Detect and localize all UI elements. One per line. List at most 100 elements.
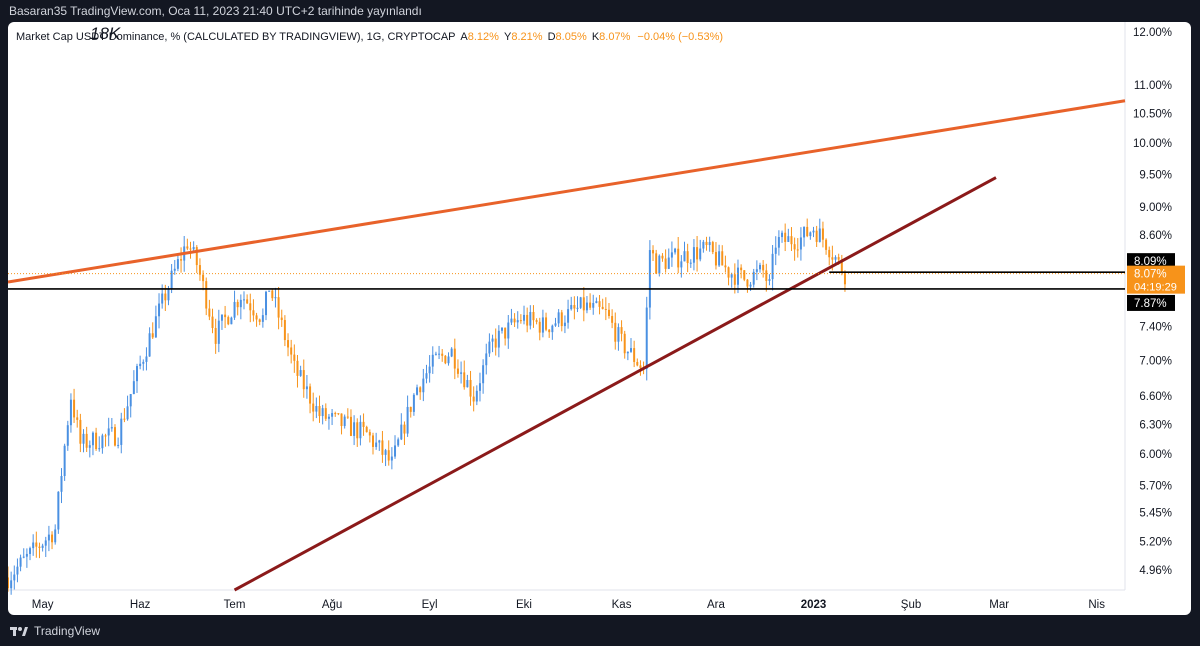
chart-legend: Market Cap USDT Dominance, % (CALCULATED… <box>16 31 723 43</box>
candle-body <box>91 432 94 446</box>
candle-body <box>843 272 846 285</box>
candle-body <box>41 545 44 548</box>
candle-body <box>287 340 290 348</box>
candle-body <box>76 417 79 420</box>
candle-body <box>280 317 283 321</box>
candle-body <box>620 327 623 334</box>
candle-body <box>579 297 582 308</box>
level-price-tag <box>1127 253 1175 270</box>
candle-body <box>768 279 771 281</box>
candle-body <box>79 419 82 444</box>
candle-body <box>485 353 488 366</box>
candle-body <box>261 315 264 322</box>
candle-body <box>158 303 161 317</box>
y-tick-label: 6.60% <box>1139 391 1172 403</box>
candle-body <box>507 322 510 339</box>
x-tick-label: Ara <box>707 599 726 611</box>
candle-body <box>365 426 368 433</box>
y-tick-label: 5.70% <box>1139 480 1172 492</box>
candle-body <box>321 408 324 417</box>
candle-body <box>16 566 19 575</box>
candle-body <box>652 250 655 254</box>
y-tick-label: 4.96% <box>1139 565 1172 577</box>
candle-body <box>8 577 9 589</box>
chart-panel[interactable]: 12.00% 11.00% 10.50% 10.00% 9.50% 9.00% 8.60% 7… <box>8 22 1191 615</box>
candle-body <box>598 301 601 307</box>
candle-body <box>154 316 157 338</box>
candle-body <box>397 439 400 446</box>
candle-body <box>195 247 198 266</box>
candle-body <box>478 383 481 391</box>
candle-body <box>535 320 538 322</box>
candle-body <box>356 422 359 439</box>
candle-body <box>557 312 560 324</box>
candle-body <box>567 309 570 323</box>
candle-body <box>450 348 453 357</box>
candle-body <box>29 548 32 554</box>
candle-body <box>626 351 629 354</box>
candle-body <box>755 269 758 272</box>
candle-body <box>173 268 176 271</box>
candle-body <box>519 320 522 322</box>
x-tick-label: Ağu <box>322 599 342 611</box>
candle-body <box>242 299 245 301</box>
candle-body <box>164 293 167 301</box>
candle-body <box>589 302 592 308</box>
candle-body <box>123 418 126 420</box>
candle-body <box>705 241 708 246</box>
x-tick-label: Mar <box>989 599 1009 611</box>
candle-body <box>132 381 135 395</box>
candle-body <box>740 267 743 271</box>
candle-body <box>368 432 371 436</box>
candle-body <box>208 308 211 317</box>
candle-body <box>305 386 308 390</box>
candle-body <box>44 540 47 546</box>
candle-body <box>299 370 302 376</box>
candle-body <box>180 259 183 261</box>
candle-body <box>340 413 343 426</box>
candle-body <box>10 580 13 589</box>
candle-body <box>692 247 695 263</box>
candle-body <box>466 379 469 388</box>
y-tick-label: 9.00% <box>1139 202 1172 214</box>
candle-body <box>66 425 69 446</box>
candle-body <box>680 261 683 268</box>
candle-body <box>724 265 727 268</box>
y-tick-label: 5.45% <box>1139 508 1172 520</box>
level-price-tag <box>1127 294 1175 311</box>
candle-body <box>730 274 733 278</box>
candle-body <box>186 246 189 249</box>
x-tick-label: Haz <box>130 599 151 611</box>
candle-body <box>73 399 76 418</box>
y-tick-label: 9.50% <box>1139 169 1172 181</box>
legend-open-value: 8.12% <box>467 31 499 43</box>
candle-body <box>548 329 551 333</box>
x-tick-label: Eyl <box>422 599 438 611</box>
publish-info: Basaran35 TradingView.com, Oca 11, 2023 … <box>9 4 422 18</box>
candle-body <box>268 290 271 292</box>
candle-body <box>63 445 66 477</box>
candle-body <box>743 270 746 280</box>
y-tick-label: 6.30% <box>1139 419 1172 431</box>
candle-body <box>265 291 268 316</box>
candle-body <box>460 372 463 374</box>
candle-body <box>510 318 513 323</box>
candle-body <box>689 262 692 264</box>
candle-body <box>541 317 544 333</box>
candle-body <box>283 320 286 341</box>
candle-body <box>771 253 774 280</box>
candle-body <box>375 442 378 447</box>
candle-body <box>759 264 762 270</box>
candle-body <box>192 247 195 250</box>
candle-body <box>736 267 739 285</box>
candle-body <box>752 271 755 285</box>
price-chart[interactable]: 12.00% 11.00% 10.50% 10.00% 9.50% 9.00% 8.60% 7… <box>8 22 1191 615</box>
legend-change: −0.04% (−0.53%) <box>637 31 724 43</box>
candle-body <box>818 228 821 242</box>
upper-trendline <box>8 99 1126 284</box>
candle-body <box>661 255 664 259</box>
y-tick-label: 10.50% <box>1133 108 1172 120</box>
candle-body <box>592 302 595 308</box>
candle-body <box>337 413 340 415</box>
countdown-label: 04:19:29 <box>1134 282 1177 294</box>
